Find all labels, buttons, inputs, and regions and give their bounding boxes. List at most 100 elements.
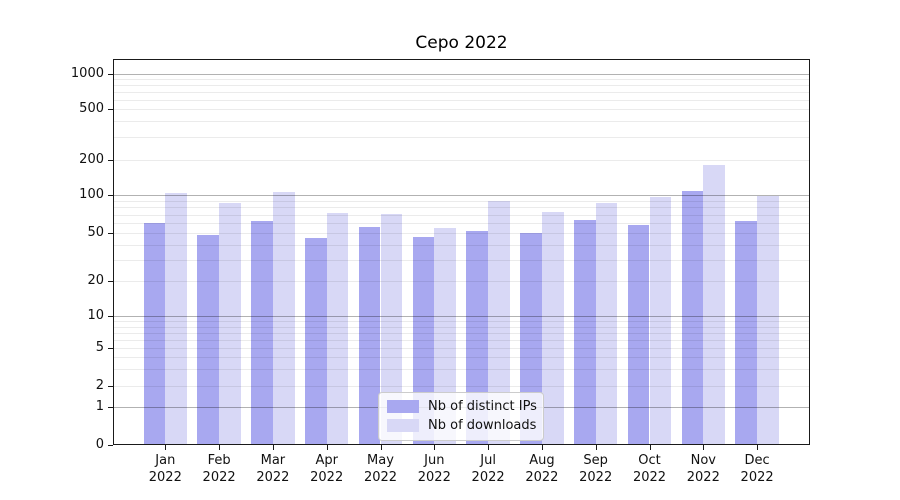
gridline-minor: [113, 121, 810, 123]
gridline-minor: [113, 386, 810, 388]
gridline-minor: [113, 79, 810, 81]
legend-swatch-distinct-ips: [387, 400, 419, 413]
y-tick-label: 200: [79, 152, 104, 168]
x-tick-label: Apr 2022: [310, 453, 344, 485]
x-tick-label: Feb 2022: [202, 453, 236, 485]
legend: Nb of distinct IPs Nb of downloads: [378, 392, 544, 441]
gridline-minor: [113, 321, 810, 323]
x-tick-mark: [165, 445, 167, 450]
x-tick-label: Nov 2022: [686, 453, 720, 485]
x-tick-mark: [541, 445, 543, 450]
gridline-minor: [113, 85, 810, 87]
y-tick-label: 20: [87, 272, 104, 288]
y-tick-label: 50: [87, 225, 104, 241]
x-tick-mark: [703, 445, 705, 450]
x-tick-label: Jul 2022: [471, 453, 505, 485]
legend-label-distinct-ips: Nb of distinct IPs: [428, 399, 537, 414]
y-tick-mark: [108, 233, 113, 235]
y-tick-mark: [108, 316, 113, 318]
y-tick-label: 10: [87, 308, 104, 324]
gridline-minor: [113, 223, 810, 225]
gridline-minor: [113, 207, 810, 209]
bar-downloads-jul: [488, 201, 510, 445]
gridline-minor: [113, 280, 810, 282]
x-tick-mark: [272, 445, 274, 450]
axes-spine: [113, 59, 810, 445]
y-tick-label: 0: [95, 437, 104, 452]
gridline-minor: [113, 259, 810, 261]
gridline-minor: [113, 99, 810, 101]
bars-layer: [113, 59, 810, 445]
gridline-minor: [113, 339, 810, 341]
bar-distinct-ips-dec: [735, 220, 758, 445]
y-tick-mark: [108, 407, 113, 409]
gridline-minor: [113, 326, 810, 328]
y-tick-mark: [108, 280, 113, 282]
x-tick-mark: [219, 445, 221, 450]
x-tick-label: Oct 2022: [632, 453, 667, 485]
x-tick-mark: [757, 445, 759, 450]
bar-downloads-nov: [703, 165, 726, 445]
bar-downloads-mar: [272, 191, 295, 445]
gridline-major: [113, 74, 810, 75]
grid-layer: [113, 59, 810, 445]
y-tick-label: 500: [79, 100, 104, 116]
bar-downloads-may: [380, 213, 403, 445]
chart-title: Cepo 2022: [415, 33, 508, 53]
legend-item-distinct-ips: Nb of distinct IPs: [387, 397, 537, 416]
bar-downloads-aug: [541, 211, 564, 445]
x-tick-label: Jun 2022: [417, 453, 451, 485]
x-tick-label: Dec 2022: [740, 453, 774, 485]
bar-distinct-ips-mar: [251, 220, 273, 445]
x-tick-label: Sep 2022: [579, 453, 613, 485]
bar-distinct-ips-sep: [573, 219, 596, 445]
bar-distinct-ips-may: [358, 227, 381, 445]
bar-distinct-ips-jul: [466, 231, 489, 445]
bar-distinct-ips-jan: [143, 223, 166, 445]
y-tick-mark: [108, 74, 113, 75]
gridline-minor: [113, 200, 810, 202]
gridline-minor: [113, 214, 810, 216]
bar-distinct-ips-nov: [681, 191, 704, 445]
x-tick-mark: [649, 445, 651, 450]
gridline-minor: [113, 348, 810, 350]
y-tick-label: 1000: [70, 66, 104, 81]
gridline-minor: [113, 160, 810, 162]
y-tick-mark: [108, 348, 113, 350]
bar-distinct-ips-oct: [627, 225, 650, 445]
x-tick-label: Aug 2022: [525, 453, 559, 485]
x-tick-label: May 2022: [363, 453, 398, 485]
bar-downloads-sep: [595, 202, 618, 445]
bar-downloads-dec: [757, 195, 779, 445]
bar-downloads-oct: [649, 196, 672, 445]
bar-downloads-jun: [434, 228, 457, 445]
gridline-minor: [113, 92, 810, 93]
gridline-minor: [113, 357, 810, 359]
x-tick-mark: [595, 445, 597, 450]
y-tick-mark: [108, 160, 113, 162]
gridline-minor: [113, 137, 810, 139]
gridline-minor: [113, 332, 810, 334]
bar-distinct-ips-feb: [197, 235, 220, 445]
y-tick-mark: [108, 108, 113, 110]
legend-item-downloads: Nb of downloads: [387, 416, 537, 435]
bar-downloads-feb: [219, 203, 241, 445]
x-tick-mark: [326, 445, 328, 450]
legend-swatch-downloads: [387, 419, 419, 432]
y-tick-label: 1: [95, 399, 104, 415]
y-tick-label: 100: [79, 186, 104, 202]
x-tick-mark: [488, 445, 490, 450]
gridline-minor: [113, 244, 810, 246]
gridline-minor: [113, 108, 810, 110]
y-tick-mark: [108, 445, 113, 446]
bar-downloads-jan: [165, 193, 188, 445]
legend-label-downloads: Nb of downloads: [428, 418, 537, 433]
gridline-major: [113, 194, 810, 196]
gridline-minor: [113, 233, 810, 235]
y-tick-mark: [108, 194, 113, 196]
plot-area: [113, 59, 810, 445]
gridline-minor: [113, 369, 810, 371]
bar-distinct-ips-apr: [304, 237, 327, 445]
bar-downloads-apr: [326, 213, 349, 445]
